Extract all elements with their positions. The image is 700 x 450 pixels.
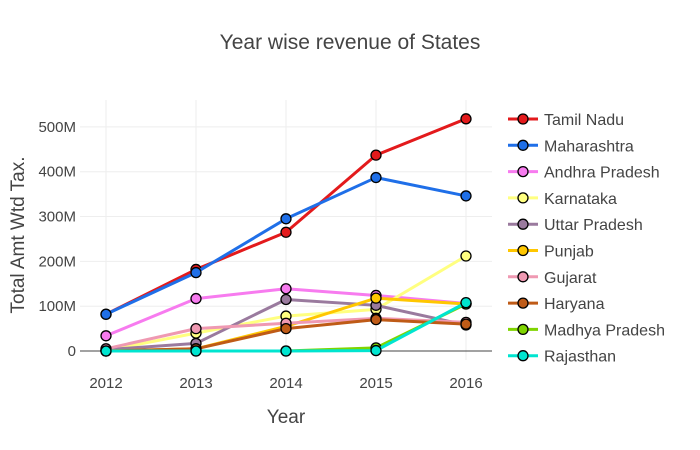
legend-item[interactable]: Rajasthan — [508, 349, 616, 366]
legend-item[interactable]: Karnataka — [508, 191, 617, 208]
data-point — [460, 318, 472, 330]
legend-label: Rajasthan — [544, 349, 616, 366]
legend-swatch-marker — [517, 218, 529, 230]
data-point — [460, 190, 472, 202]
x-tick-label: 2014 — [269, 375, 302, 392]
legend-swatch-marker — [517, 192, 529, 204]
legend-label: Madhya Pradesh — [544, 322, 665, 339]
y-tick-label: 200M — [38, 253, 76, 270]
data-point — [370, 171, 382, 184]
x-tick-label: 2015 — [359, 375, 392, 392]
data-point — [280, 213, 292, 225]
data-point — [100, 308, 112, 320]
data-point — [280, 283, 292, 295]
legend-label: Punjab — [544, 244, 594, 261]
y-tick-label: 400M — [38, 164, 76, 181]
legend-swatch-marker — [517, 139, 529, 151]
y-tick-label: 0 — [68, 343, 76, 360]
data-point — [100, 345, 112, 357]
legend-swatch-marker — [517, 271, 529, 283]
x-tick-label: 2013 — [179, 375, 212, 392]
legend-label: Karnataka — [544, 191, 617, 208]
data-point — [100, 330, 112, 342]
data-point — [190, 322, 202, 335]
legend-swatch-marker — [517, 297, 529, 309]
y-tick-label: 100M — [38, 298, 76, 315]
legend: Tamil Nadu Maharashtra Andhra Pradesh Karna… — [508, 112, 665, 366]
data-point — [190, 292, 202, 305]
legend-label: Tamil Nadu — [544, 112, 624, 129]
data-point — [280, 322, 292, 335]
legend-label: Gujarat — [544, 270, 597, 287]
series-rajasthan — [100, 296, 472, 357]
legend-item[interactable]: Uttar Pradesh — [508, 217, 643, 234]
chart-title: Year wise revenue of States — [220, 31, 481, 54]
legend-item[interactable]: Gujarat — [508, 270, 597, 287]
data-point — [370, 149, 382, 161]
data-point — [370, 314, 382, 326]
data-point — [460, 296, 472, 309]
x-tick-label: 2016 — [449, 375, 482, 392]
data-point — [190, 345, 202, 357]
legend-item[interactable]: Maharashtra — [508, 138, 634, 155]
data-point — [280, 293, 292, 306]
legend-label: Andhra Pradesh — [544, 165, 660, 182]
legend-swatch-marker — [517, 350, 529, 362]
legend-item[interactable]: Punjab — [508, 244, 594, 261]
legend-item[interactable]: Madhya Pradesh — [508, 322, 665, 339]
legend-swatch-marker — [517, 165, 529, 178]
legend-label: Uttar Pradesh — [544, 217, 643, 234]
y-axis-title: Total Amt Wtd Tax. — [8, 157, 29, 314]
data-point — [190, 266, 202, 279]
x-axis-title: Year — [267, 407, 306, 428]
data-point — [370, 292, 382, 304]
y-tick-label: 300M — [38, 209, 76, 226]
plot-area — [100, 113, 472, 357]
legend-swatch-marker — [517, 113, 529, 125]
data-point — [460, 250, 472, 262]
data-point — [370, 344, 382, 357]
legend-swatch-marker — [517, 244, 529, 257]
legend-label: Haryana — [544, 296, 605, 313]
axes: 2012 2013 2014 2015 2016 0 100M 200M 300M 400M 500… — [38, 119, 482, 392]
data-point — [280, 226, 292, 238]
series-maharashtra — [100, 171, 472, 320]
y-tick-label: 500M — [38, 119, 76, 136]
data-point — [280, 345, 292, 357]
data-point — [460, 113, 472, 125]
legend-item[interactable]: Haryana — [508, 296, 605, 313]
legend-label: Maharashtra — [544, 138, 634, 155]
legend-item[interactable]: Andhra Pradesh — [508, 165, 660, 182]
legend-item[interactable]: Tamil Nadu — [508, 112, 624, 129]
x-tick-label: 2012 — [89, 375, 122, 392]
legend-swatch-marker — [517, 323, 529, 336]
